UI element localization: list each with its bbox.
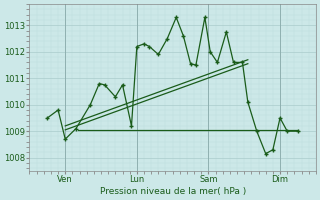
- X-axis label: Pression niveau de la mer( hPa ): Pression niveau de la mer( hPa ): [100, 187, 246, 196]
